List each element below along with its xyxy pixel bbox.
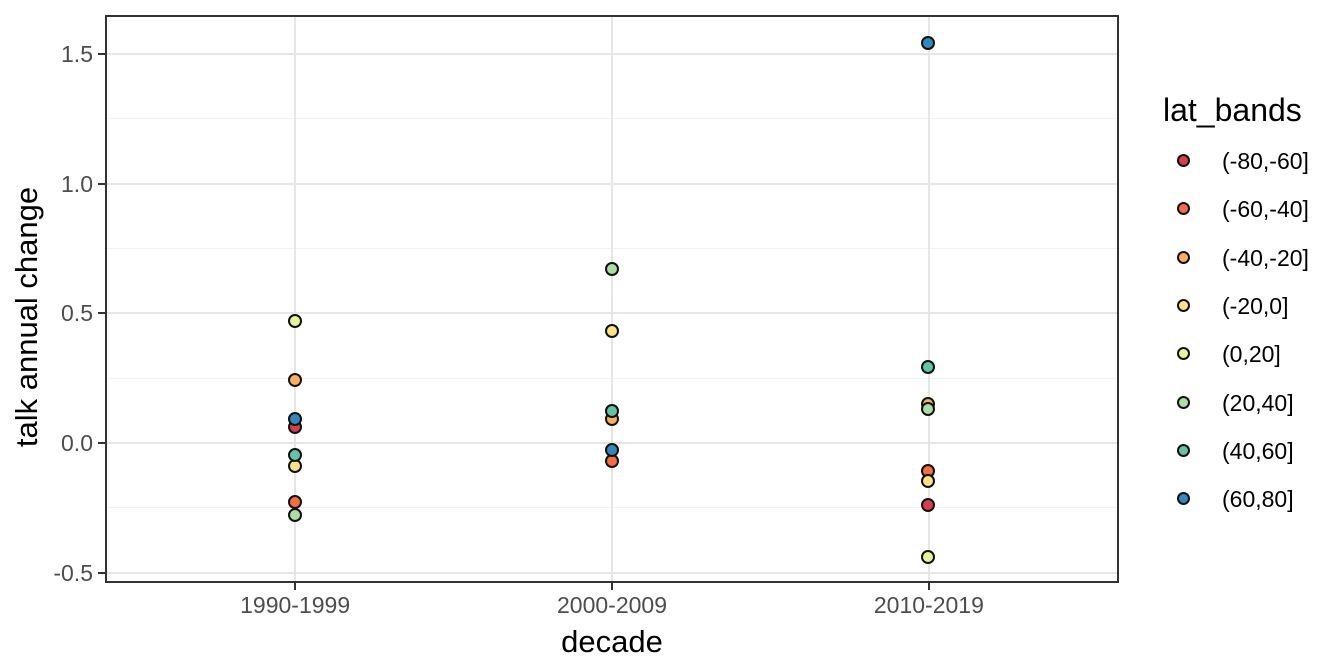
legend-key-label: (-80,-60] <box>1222 148 1309 174</box>
x-axis-tick <box>927 583 930 590</box>
x-tick-label: 1990-1999 <box>240 592 351 618</box>
legend-key-dot <box>1177 395 1190 409</box>
legend-key-dot <box>1177 250 1190 264</box>
data-point <box>604 261 619 276</box>
data-point <box>287 508 302 523</box>
legend-key-dot <box>1177 347 1190 361</box>
y-axis-tick <box>98 312 105 315</box>
data-point <box>287 313 302 328</box>
vertical-gridline <box>611 15 613 583</box>
data-point <box>604 443 619 458</box>
vertical-gridline <box>927 15 930 583</box>
data-point <box>287 373 302 388</box>
legend-key-dot <box>1177 492 1190 506</box>
y-axis-tick <box>98 182 105 185</box>
legend-title: lat_bands <box>1163 92 1302 128</box>
x-tick-label: 2010-2019 <box>873 592 984 618</box>
data-point <box>287 495 302 510</box>
plot-panel <box>105 15 1119 583</box>
data-point <box>604 404 619 419</box>
legend-key-label: (40,60] <box>1222 437 1294 464</box>
x-tick-label: 2000-2009 <box>557 592 667 618</box>
legend-key-dot <box>1177 443 1190 457</box>
y-tick-label: 0.0 <box>61 429 93 456</box>
x-axis-tick <box>611 583 613 590</box>
legend-key-label: (-20,0] <box>1222 292 1289 319</box>
y-axis-tick <box>98 441 105 444</box>
x-axis-title: decade <box>561 624 663 659</box>
data-point <box>287 448 302 463</box>
data-point <box>604 323 619 338</box>
data-point <box>921 549 936 564</box>
x-axis-tick <box>294 583 297 590</box>
data-point <box>921 474 936 489</box>
legend-key-label: (-40,-20] <box>1222 244 1309 271</box>
data-point <box>921 36 936 51</box>
vertical-gridline <box>294 15 297 583</box>
legend-key-dot <box>1177 202 1190 216</box>
legend-key-dot <box>1177 154 1190 167</box>
data-point <box>921 497 936 512</box>
legend-key-label: (60,80] <box>1222 486 1294 513</box>
legend-key-label: (-60,-40] <box>1222 196 1309 223</box>
legend-key-dot <box>1177 298 1190 312</box>
y-axis-tick <box>98 571 105 574</box>
y-tick-label: 1.0 <box>61 170 93 197</box>
data-point <box>921 401 936 416</box>
y-axis-tick <box>98 52 105 55</box>
legend-key-label: (20,40] <box>1222 389 1294 416</box>
data-point <box>921 360 936 375</box>
y-tick-label: -0.5 <box>53 559 93 586</box>
data-point <box>287 412 302 427</box>
y-tick-label: 0.5 <box>61 300 93 327</box>
legend-key-label: (0,20] <box>1222 341 1281 368</box>
y-tick-label: 1.5 <box>61 40 93 67</box>
